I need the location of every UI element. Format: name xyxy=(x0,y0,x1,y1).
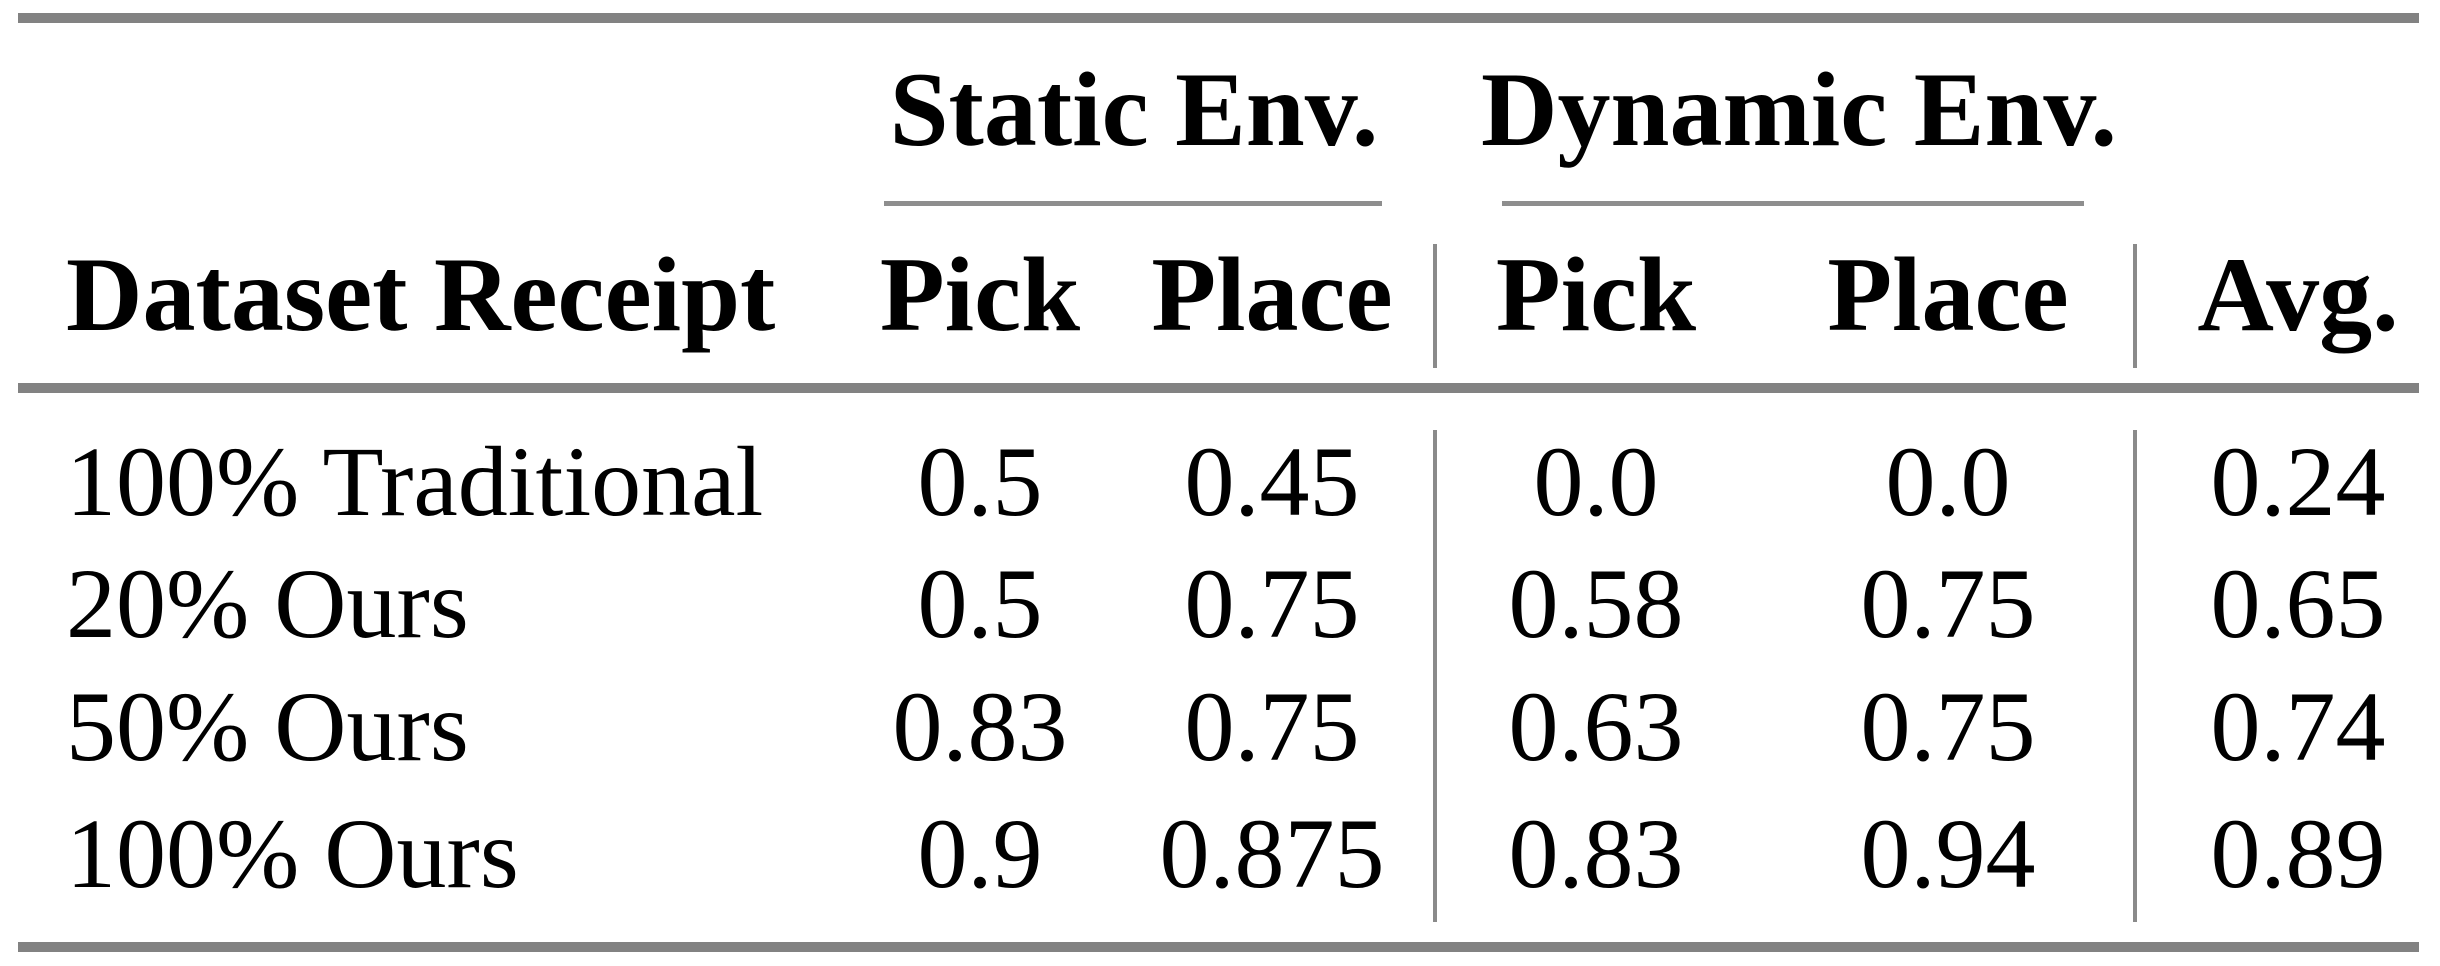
cell-static-pick: 0.9 xyxy=(917,798,1043,909)
column-header-static-pick: Pick xyxy=(879,236,1081,353)
vertical-rule-static-dynamic-header xyxy=(1433,244,1437,368)
vertical-rule-avg-header xyxy=(2133,244,2137,368)
column-header-dynamic-pick: Pick xyxy=(1495,236,1697,353)
cell-dynamic-pick: 0.58 xyxy=(1508,548,1684,659)
cell-avg: 0.74 xyxy=(2210,671,2386,782)
row-label: 20% Ours xyxy=(66,548,469,659)
cell-avg: 0.65 xyxy=(2210,548,2386,659)
cell-static-pick: 0.5 xyxy=(917,548,1043,659)
vertical-rule-static-dynamic-body xyxy=(1433,430,1437,922)
cell-static-place: 0.75 xyxy=(1184,548,1360,659)
column-header-dataset-receipt: Dataset Receipt xyxy=(66,236,776,353)
dynamic-env-underline xyxy=(1502,201,2084,206)
column-header-static-place: Place xyxy=(1151,236,1393,353)
dynamic-env-group-label: Dynamic Env. xyxy=(1480,51,2118,168)
cell-static-pick: 0.83 xyxy=(892,671,1068,782)
cell-dynamic-pick: 0.63 xyxy=(1508,671,1684,782)
cell-avg: 0.24 xyxy=(2210,426,2386,537)
top-rule xyxy=(18,13,2419,23)
vertical-rule-avg-body xyxy=(2133,430,2137,922)
cell-dynamic-pick: 0.0 xyxy=(1533,426,1659,537)
cell-static-place: 0.75 xyxy=(1184,671,1360,782)
cell-avg: 0.89 xyxy=(2210,798,2386,909)
header-rule xyxy=(18,383,2419,393)
row-label: 100% Traditional xyxy=(66,426,764,537)
column-header-avg: Avg. xyxy=(2197,236,2399,353)
cell-static-place: 0.45 xyxy=(1184,426,1360,537)
cell-static-place: 0.875 xyxy=(1159,798,1385,909)
cell-dynamic-pick: 0.83 xyxy=(1508,798,1684,909)
cell-dynamic-place: 0.94 xyxy=(1860,798,2036,909)
column-header-dynamic-place: Place xyxy=(1827,236,2069,353)
cell-dynamic-place: 0.75 xyxy=(1860,548,2036,659)
static-env-underline xyxy=(884,201,1382,206)
bottom-rule xyxy=(18,942,2419,952)
cell-static-pick: 0.5 xyxy=(917,426,1043,537)
static-env-group-label: Static Env. xyxy=(889,51,1379,168)
cell-dynamic-place: 0.0 xyxy=(1885,426,2011,537)
row-label: 100% Ours xyxy=(66,798,519,909)
cell-dynamic-place: 0.75 xyxy=(1860,671,2036,782)
row-label: 50% Ours xyxy=(66,671,469,782)
